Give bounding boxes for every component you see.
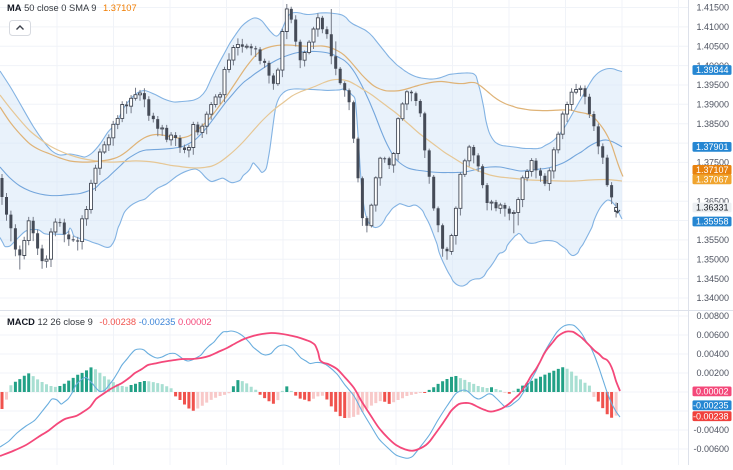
svg-text:1.37901: 1.37901 (696, 142, 729, 152)
svg-text:0.00400: 0.00400 (696, 349, 729, 359)
svg-text:-0.00400: -0.00400 (693, 425, 729, 435)
svg-text:1.37067: 1.37067 (696, 174, 729, 184)
svg-text:0.00200: 0.00200 (696, 368, 729, 378)
svg-text:-0.00235: -0.00235 (693, 400, 729, 410)
svg-text:1.34000: 1.34000 (696, 293, 729, 303)
svg-text:1.38500: 1.38500 (696, 119, 729, 129)
svg-text:1.41000: 1.41000 (696, 22, 729, 32)
svg-text:1.35500: 1.35500 (696, 235, 729, 245)
svg-text:1.35000: 1.35000 (696, 255, 729, 265)
svg-text:1.39000: 1.39000 (696, 100, 729, 110)
svg-text:MA 50 close 0 SMA 9 1.37107: MA 50 close 0 SMA 9 1.37107 (7, 3, 137, 13)
svg-text:1.40500: 1.40500 (696, 41, 729, 51)
svg-text:1.41500: 1.41500 (696, 3, 729, 13)
svg-text:MACD 12 26 close 9 -0.00238 -0: MACD 12 26 close 9 -0.00238 -0.00235 0.0… (7, 317, 212, 327)
svg-text:-0.00238: -0.00238 (693, 411, 729, 421)
svg-text:0.00800: 0.00800 (696, 311, 729, 321)
svg-text:1.35958: 1.35958 (696, 217, 729, 227)
svg-text:0.00600: 0.00600 (696, 330, 729, 340)
svg-text:-0.00600: -0.00600 (693, 444, 729, 454)
svg-text:1.39500: 1.39500 (696, 80, 729, 90)
svg-text:1.34500: 1.34500 (696, 274, 729, 284)
svg-text:0.00002: 0.00002 (696, 387, 729, 397)
svg-text:1.39844: 1.39844 (696, 65, 729, 75)
svg-text:1.36331: 1.36331 (696, 203, 729, 213)
